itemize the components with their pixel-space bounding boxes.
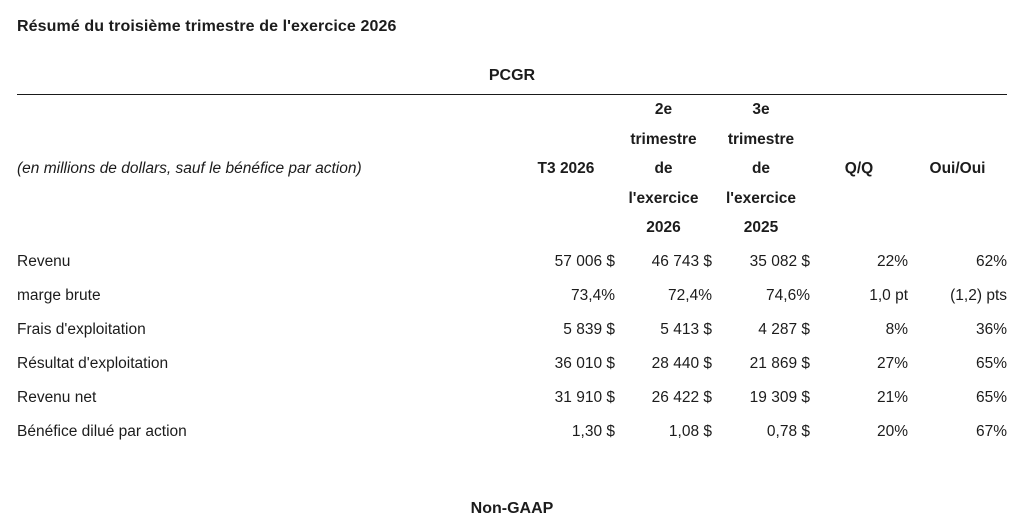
row-label: marge brute	[17, 287, 101, 304]
row-value: 62%	[975, 253, 1007, 270]
row-value: 36 010 $	[554, 355, 615, 372]
row-value: 46 743 $	[651, 253, 712, 270]
non-gaap-section-label: Non-GAAP	[470, 500, 554, 517]
row-value: 21 869 $	[749, 355, 810, 372]
row-value: 72,4%	[668, 287, 712, 304]
table-row: Revenu 57 006 $ 46 743 $ 35 082 $ 22% 62%	[17, 245, 1007, 279]
row-label: Frais d'exploitation	[17, 321, 146, 338]
column-header-yy: Oui/Oui	[929, 160, 986, 178]
row-value: 1,30 $	[571, 423, 615, 440]
row-value: (1,2) pts	[950, 287, 1007, 304]
row-value: 27%	[876, 355, 908, 372]
row-value: 1,08 $	[668, 423, 712, 440]
row-label: Revenu	[17, 253, 71, 270]
content-area: Résumé du troisième trimestre de l'exerc…	[17, 0, 1007, 518]
column-header-q3-fy2025: 3e trimestre de l'exercice 2025	[725, 101, 797, 237]
units-note: (en millions de dollars, sauf le bénéfic…	[17, 160, 362, 177]
column-header-q3-2026: T3 2026	[537, 160, 595, 178]
row-value: 35 082 $	[749, 253, 810, 270]
row-value: 28 440 $	[651, 355, 712, 372]
row-value: 67%	[975, 423, 1007, 440]
row-value: 31 910 $	[554, 389, 615, 406]
row-label: Bénéfice dilué par action	[17, 423, 187, 440]
row-value: 20%	[876, 423, 908, 440]
table-row: Revenu net 31 910 $ 26 422 $ 19 309 $ 21% 65%	[17, 381, 1007, 415]
row-label: Résultat d'exploitation	[17, 355, 169, 372]
row-value: 36%	[975, 321, 1007, 338]
row-value: 21%	[876, 389, 908, 406]
row-value: 57 006 $	[554, 253, 615, 270]
table-row: Résultat d'exploitation 36 010 $ 28 440 $ 2…	[17, 347, 1007, 381]
row-value: 1,0 pt	[869, 287, 908, 304]
table-top-rule	[17, 94, 1007, 95]
row-value: 65%	[975, 389, 1007, 406]
row-value: 74,6%	[766, 287, 810, 304]
row-value: 5 413 $	[660, 321, 712, 338]
row-value: 73,4%	[571, 287, 615, 304]
row-value: 19 309 $	[749, 389, 810, 406]
table-row: marge brute 73,4% 72,4% 74,6% 1,0 pt (1,2) pt…	[17, 279, 1007, 313]
row-value: 65%	[975, 355, 1007, 372]
row-value: 4 287 $	[758, 321, 810, 338]
page-title: Résumé du troisième trimestre de l'exerc…	[17, 18, 397, 35]
row-value: 22%	[876, 253, 908, 270]
row-value: 8%	[885, 321, 908, 338]
column-header-q2-fy2026: 2e trimestre de l'exercice 2026	[628, 101, 699, 237]
column-header-qq: Q/Q	[844, 160, 874, 178]
row-value: 5 839 $	[563, 321, 615, 338]
table-header-row: (en millions de dollars, sauf le bénéfic…	[17, 95, 1007, 243]
table-body: Revenu 57 006 $ 46 743 $ 35 082 $ 22% 62% marg…	[17, 243, 1007, 449]
row-label: Revenu net	[17, 389, 97, 406]
gaap-section-label: PCGR	[488, 67, 536, 84]
row-value: 0,78 $	[766, 423, 810, 440]
row-value: 26 422 $	[651, 389, 712, 406]
table-row: Frais d'exploitation 5 839 $ 5 413 $ 4 287 …	[17, 313, 1007, 347]
table-row: Bénéfice dilué par action 1,30 $ 1,08 $ 0,7…	[17, 415, 1007, 449]
